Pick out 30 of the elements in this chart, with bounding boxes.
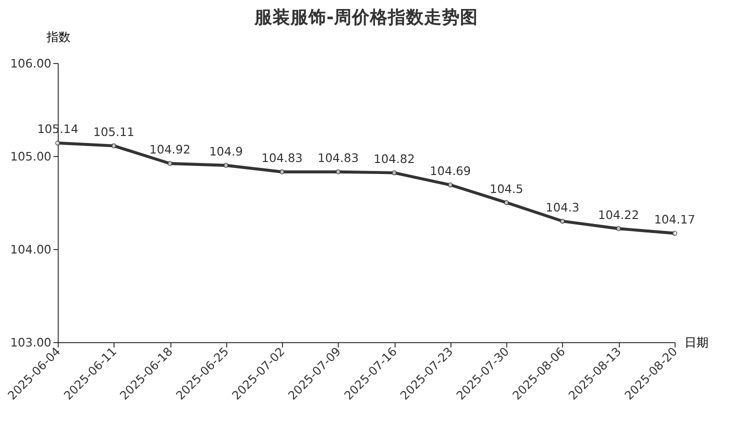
y-tick-label: 106.00 — [10, 56, 52, 70]
y-tick-label: 104.00 — [10, 242, 52, 256]
data-label: 104.22 — [598, 208, 640, 222]
point — [392, 170, 397, 176]
point — [167, 160, 172, 166]
chart-title: 服装服饰-周价格指数走势图 — [254, 6, 478, 28]
data-label: 104.3 — [546, 200, 580, 214]
data-label: 104.83 — [262, 151, 303, 166]
data-label: 104.83 — [318, 151, 359, 166]
point — [111, 143, 116, 148]
point — [672, 230, 678, 236]
point — [223, 162, 229, 168]
data-label: 104.82 — [374, 152, 415, 166]
point — [55, 140, 60, 146]
point — [504, 200, 509, 206]
data-label: 104.92 — [149, 142, 190, 157]
point — [336, 169, 341, 174]
point — [560, 218, 566, 224]
y-axis-title: 指数 — [45, 30, 70, 44]
data-label: 104.69 — [430, 164, 471, 178]
point — [616, 226, 622, 232]
point — [448, 182, 453, 188]
x-axis-title: 日期 — [684, 336, 709, 350]
data-label: 105.11 — [93, 125, 134, 140]
y-tick-label: 105.00 — [10, 149, 52, 164]
data-label: 104.5 — [490, 182, 524, 196]
y-tick-label: 103.00 — [10, 336, 52, 350]
data-label: 104.17 — [654, 212, 696, 226]
point — [280, 169, 285, 174]
data-label: 104.9 — [209, 144, 243, 159]
